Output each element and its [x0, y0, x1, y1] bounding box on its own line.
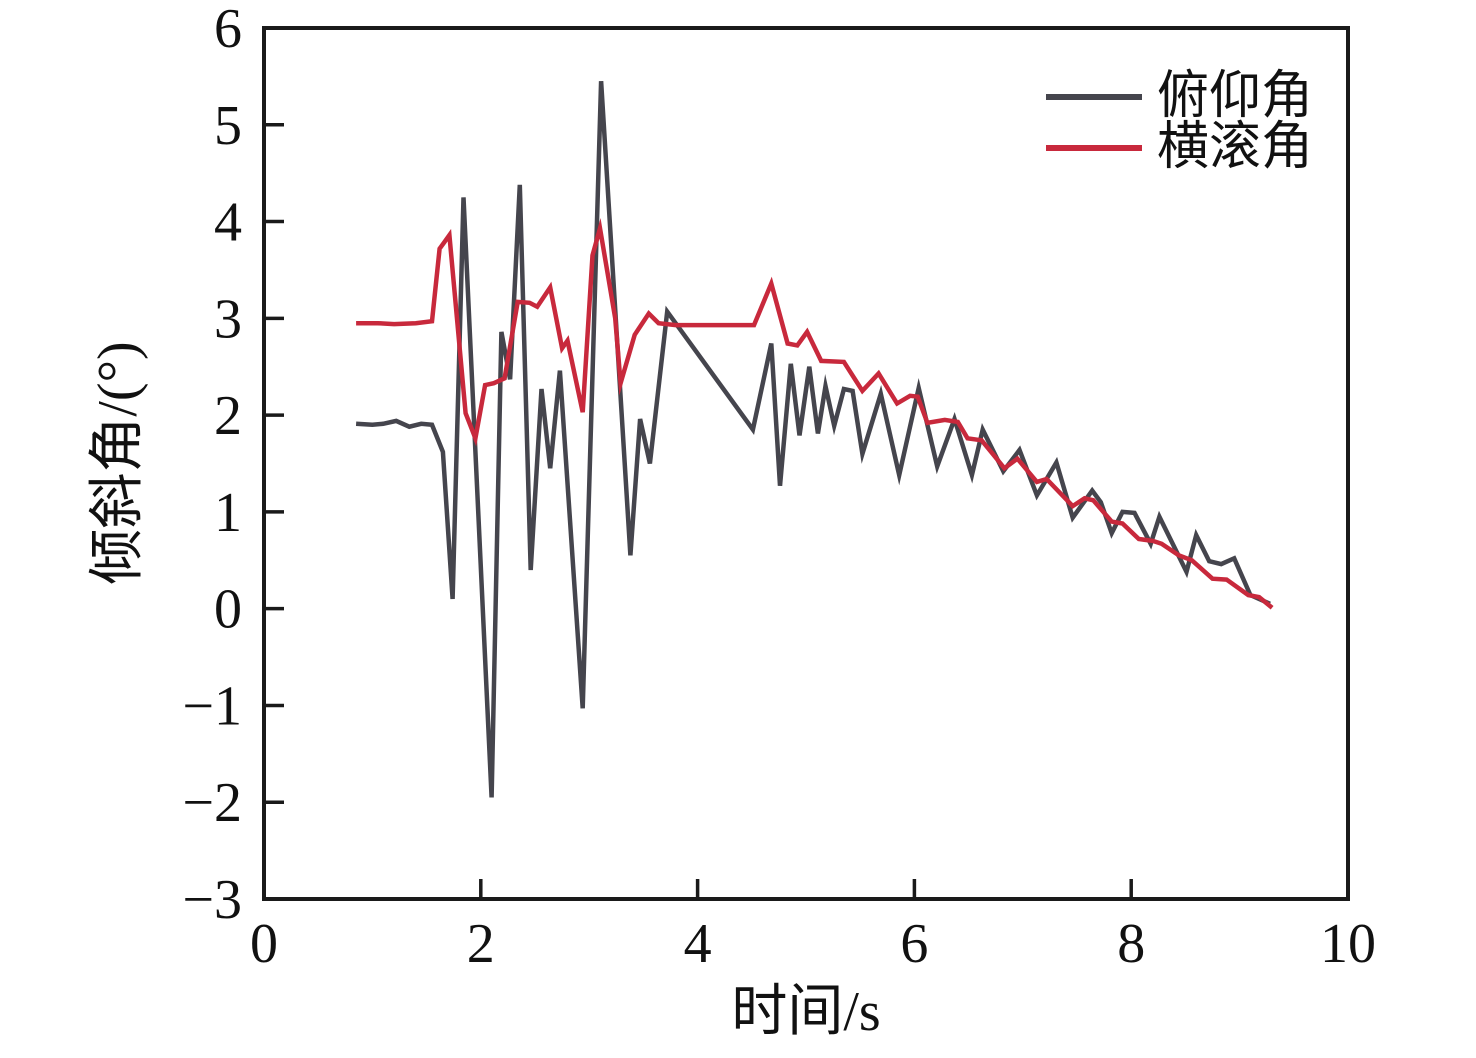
legend-swatch-roll-line: [1046, 145, 1142, 151]
y-tick-label: 5: [214, 95, 242, 157]
x-tick-label: 4: [684, 913, 712, 975]
y-tick-label: 4: [214, 192, 242, 254]
x-tick-label: 10: [1320, 913, 1376, 975]
y-tick-label: 2: [214, 385, 242, 447]
series-line-俯仰角: [355, 81, 1271, 798]
legend-swatch-pitch-line: [1046, 94, 1142, 100]
axis-ticks: [264, 123, 1133, 899]
x-tick-label: 8: [1117, 913, 1145, 975]
y-tick-label: −2: [182, 772, 242, 834]
legend-label-roll: 横滚角: [1157, 119, 1314, 176]
y-tick-label: −3: [182, 869, 242, 931]
plot-frame: [262, 26, 1350, 901]
data-series: [355, 81, 1274, 798]
y-tick-label: 3: [214, 288, 242, 350]
y-tick-label: 0: [214, 579, 242, 641]
y-tick-label: 6: [214, 0, 242, 60]
x-tick-label: 0: [250, 913, 278, 975]
y-tick-label: −1: [182, 675, 242, 737]
axes-frame: [262, 26, 1350, 901]
legend-item-roll: 横滚角: [1046, 119, 1314, 176]
legend-label-pitch: 俯仰角: [1157, 68, 1314, 125]
x-tick-label: 2: [467, 913, 495, 975]
y-tick-label: 1: [214, 482, 242, 544]
legend: 俯仰角 横滚角: [1046, 68, 1314, 176]
x-tick-label: 6: [900, 913, 928, 975]
legend-item-pitch: 俯仰角: [1046, 68, 1314, 125]
y-axis-label: 倾斜角/(°): [87, 341, 149, 585]
x-axis-label: 时间/s: [731, 981, 881, 1043]
series-line-横滚角: [356, 217, 1274, 610]
